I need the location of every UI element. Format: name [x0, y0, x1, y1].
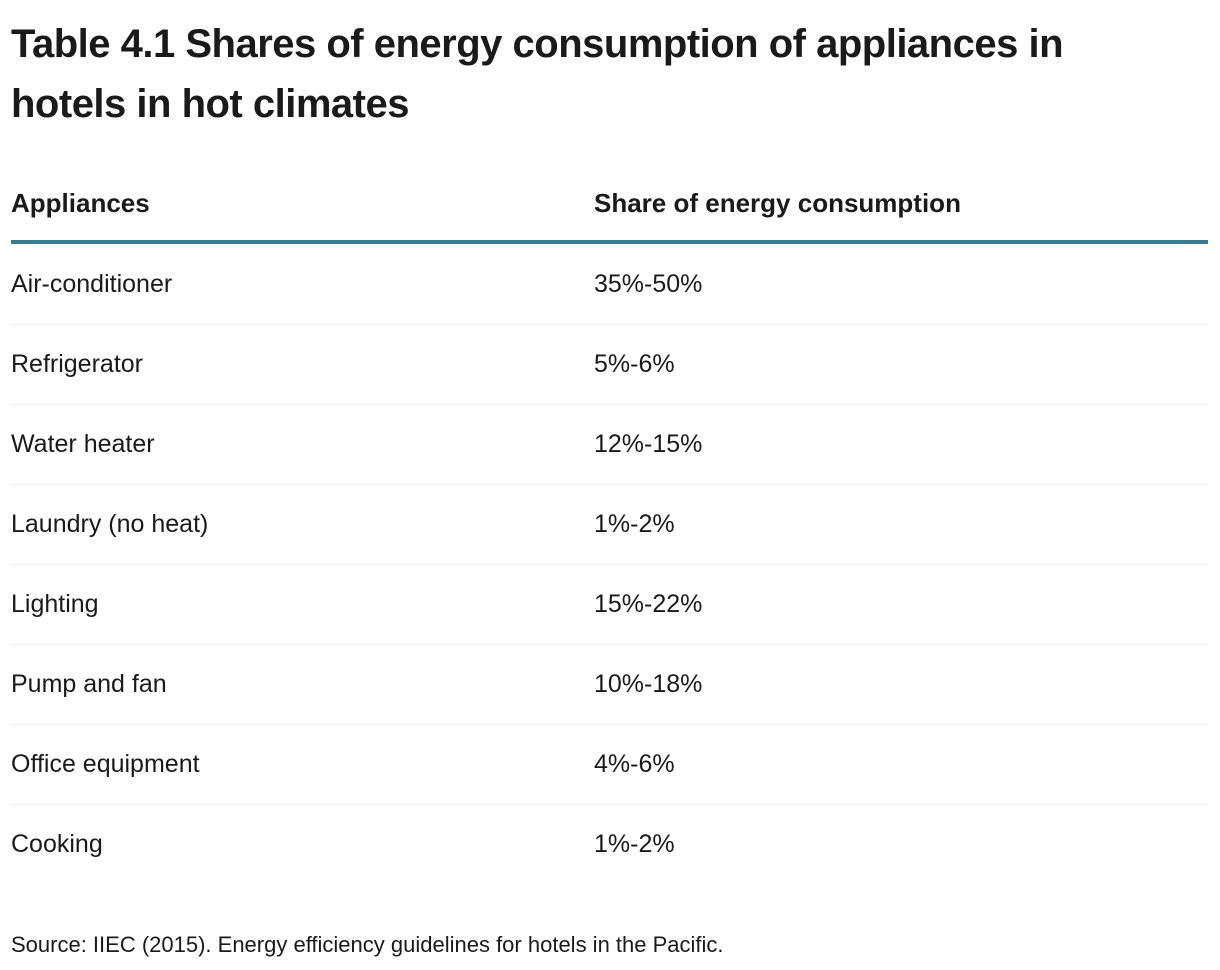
share-value: 12%-15%	[594, 430, 703, 458]
table-row: Office equipment 4%-6%	[11, 724, 1208, 804]
appliance-name: Cooking	[11, 830, 103, 858]
column-header-appliances: Appliances	[11, 188, 150, 218]
appliance-name: Pump and fan	[11, 670, 167, 698]
appliance-name: Laundry (no heat)	[11, 510, 209, 538]
share-value: 4%-6%	[594, 750, 675, 778]
share-value: 1%-2%	[594, 830, 675, 858]
table-row: Refrigerator 5%-6%	[11, 324, 1208, 404]
table-row: Air-conditioner 35%-50%	[11, 244, 1208, 324]
share-value: 10%-18%	[594, 670, 703, 698]
energy-consumption-table: Appliances Share of energy consumption A…	[11, 188, 1208, 884]
share-value: 1%-2%	[594, 510, 675, 538]
appliance-name: Lighting	[11, 590, 99, 618]
table-row: Laundry (no heat) 1%-2%	[11, 484, 1208, 564]
source-note: Source: IIEC (2015). Energy efficiency g…	[11, 932, 724, 957]
appliance-name: Refrigerator	[11, 350, 143, 378]
appliance-name: Office equipment	[11, 750, 200, 778]
table-row: Water heater 12%-15%	[11, 404, 1208, 484]
share-value: 15%-22%	[594, 590, 703, 618]
appliance-name: Water heater	[11, 430, 155, 458]
appliance-name: Air-conditioner	[11, 269, 173, 298]
table-row: Pump and fan 10%-18%	[11, 644, 1208, 724]
table-row: Lighting 15%-22%	[11, 564, 1208, 644]
table-header-row: Appliances Share of energy consumption	[11, 188, 1208, 244]
column-header-share: Share of energy consumption	[594, 188, 961, 218]
share-value: 35%-50%	[594, 269, 703, 298]
table-title: Table 4.1 Shares of energy consumption o…	[11, 22, 1064, 126]
table-row: Cooking 1%-2%	[11, 804, 1208, 884]
share-value: 5%-6%	[594, 350, 675, 378]
